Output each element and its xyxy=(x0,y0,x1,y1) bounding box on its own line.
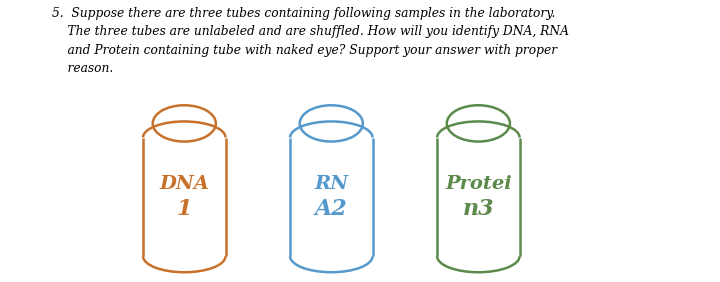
Text: DNA: DNA xyxy=(159,175,210,193)
Text: n3: n3 xyxy=(462,199,494,221)
Text: 5.  Suppose there are three tubes containing following samples in the laboratory: 5. Suppose there are three tubes contain… xyxy=(52,7,569,76)
Text: A2: A2 xyxy=(315,199,348,221)
Text: Protei: Protei xyxy=(445,175,512,193)
Text: RN: RN xyxy=(314,175,348,193)
Text: 1: 1 xyxy=(176,199,192,221)
